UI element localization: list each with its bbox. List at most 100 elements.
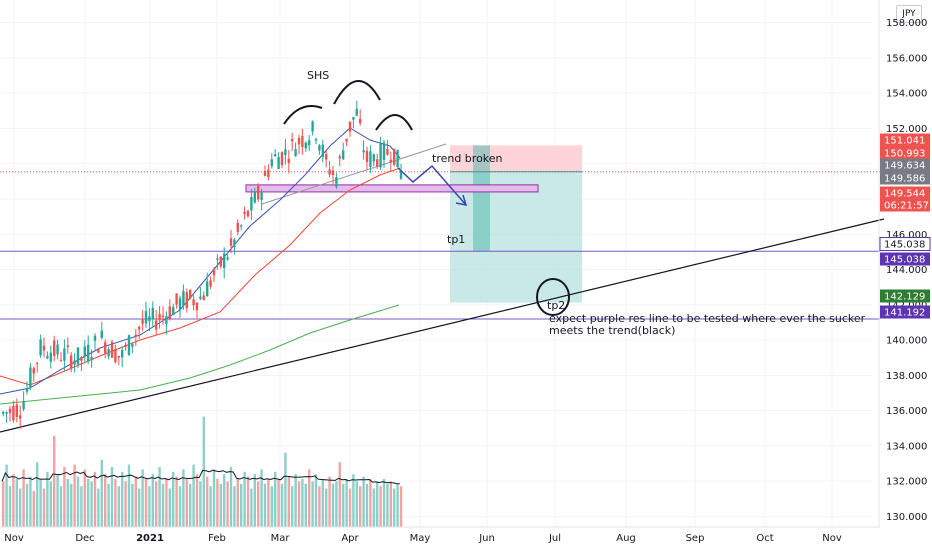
volume-bar xyxy=(393,488,396,527)
volume-bar xyxy=(168,488,171,527)
y-tick-label: 144.000 xyxy=(886,265,927,276)
volume-bar xyxy=(29,476,32,527)
x-tick-label: 2021 xyxy=(136,533,164,544)
candle-body xyxy=(165,316,168,325)
long-trendline xyxy=(0,218,885,433)
volume-bar xyxy=(15,479,18,527)
candle-body xyxy=(294,148,297,157)
candle-body xyxy=(393,148,396,165)
candle-body xyxy=(376,159,379,167)
candle-body xyxy=(42,345,46,351)
candle-body xyxy=(49,352,52,362)
volume-bar xyxy=(372,488,375,527)
neckline-zone xyxy=(245,184,539,193)
candle-body xyxy=(359,119,362,124)
candle-body xyxy=(8,408,12,414)
volume-bar xyxy=(376,481,379,527)
volume-bar xyxy=(345,479,348,527)
tp2-label: tp2 xyxy=(547,299,565,312)
price-tag xyxy=(880,252,930,266)
volume-bar xyxy=(325,488,328,527)
candle-body xyxy=(63,348,66,361)
volume-bar xyxy=(253,474,256,527)
volume-bar xyxy=(56,474,59,527)
candle-body xyxy=(189,289,192,298)
stop-loss-zone xyxy=(450,145,582,171)
candle-body xyxy=(199,296,202,299)
y-tick-label: 152.000 xyxy=(886,124,927,135)
candle-body xyxy=(382,142,386,161)
candle-body xyxy=(233,239,236,248)
volume-bar xyxy=(362,476,365,527)
candle-body xyxy=(138,326,141,330)
volume-bar xyxy=(182,469,185,527)
volume-bar xyxy=(318,486,321,527)
candle-body xyxy=(53,340,56,357)
volume-bar xyxy=(321,479,324,527)
candle-body xyxy=(318,145,321,151)
candle-body xyxy=(348,121,352,132)
volume-bar xyxy=(335,481,338,527)
volume-bar xyxy=(216,479,219,527)
candle-body xyxy=(399,170,403,179)
candle-body xyxy=(185,292,188,309)
volume-bar xyxy=(386,483,389,527)
volume-bar xyxy=(73,464,76,527)
price-tag xyxy=(880,305,930,319)
volume-bar xyxy=(141,469,144,527)
volume-bar xyxy=(348,488,352,527)
candle-body xyxy=(314,139,318,141)
candle-body xyxy=(389,159,392,163)
currency-badge[interactable]: JPY xyxy=(896,5,922,23)
volume-bar xyxy=(32,491,35,527)
volume-bar xyxy=(280,483,284,527)
volume-bar xyxy=(22,469,25,527)
candle-body xyxy=(168,306,171,319)
volume-bar xyxy=(331,483,335,527)
volume-bar xyxy=(49,481,52,527)
price-tag-label: 142.129 xyxy=(884,292,925,303)
candle-body xyxy=(2,411,5,414)
candle-body xyxy=(212,269,216,276)
y-tick-label: 146.000 xyxy=(886,230,927,241)
volume-bar xyxy=(8,486,12,527)
price-tag-label: 145.038 xyxy=(884,240,925,251)
x-tick-label: Nov xyxy=(822,533,842,544)
candle-body xyxy=(219,256,222,267)
volume-bar xyxy=(297,481,301,527)
candle-body xyxy=(93,335,97,341)
volume-bar xyxy=(19,488,22,527)
candle-body xyxy=(223,253,226,269)
candle-body xyxy=(114,349,117,363)
price-tag xyxy=(880,186,930,200)
price-tag xyxy=(880,171,930,185)
candle-body xyxy=(369,151,372,167)
candle-body xyxy=(291,138,294,142)
volume-bar xyxy=(352,474,355,527)
shs-label: SHS xyxy=(307,69,329,82)
volume-bar xyxy=(12,474,15,527)
price-tag-label: 149.586 xyxy=(884,174,925,185)
candle-body xyxy=(202,295,205,300)
candle-body xyxy=(352,116,355,120)
candle-body xyxy=(209,280,212,287)
candle-body xyxy=(246,210,250,217)
volume-bar xyxy=(42,488,46,527)
volume-bar xyxy=(284,452,287,527)
volume-bar xyxy=(267,479,270,527)
candle-body xyxy=(70,355,73,369)
price-tag xyxy=(880,158,930,172)
volume-bar xyxy=(25,483,29,527)
volume-bar xyxy=(338,462,341,527)
candle-body xyxy=(335,177,338,187)
candle-body xyxy=(12,405,15,421)
candle-body xyxy=(260,192,263,201)
volume-bar xyxy=(369,479,372,527)
x-tick-label: Nov xyxy=(4,533,24,544)
price-tag-label: 151.041 xyxy=(884,136,925,147)
candle-body xyxy=(59,359,63,361)
price-tag-label: 150.993 xyxy=(884,149,925,160)
y-tick-label: 138.000 xyxy=(886,371,927,382)
shs-head xyxy=(333,80,381,105)
